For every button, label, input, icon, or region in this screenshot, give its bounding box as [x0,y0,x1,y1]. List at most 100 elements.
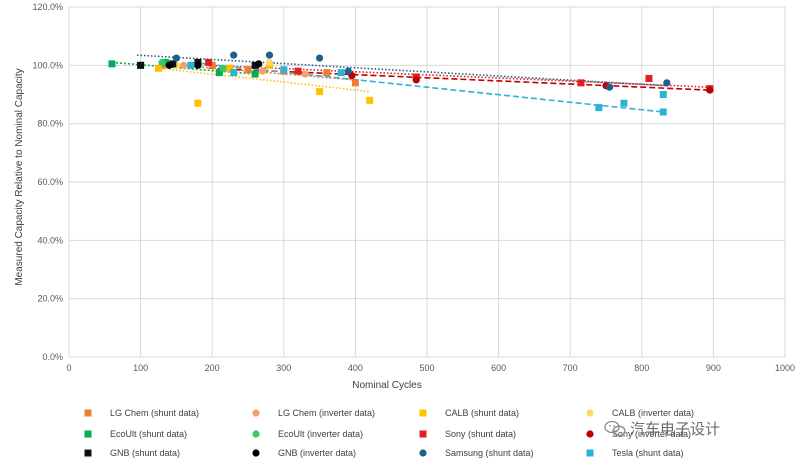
data-point [412,76,420,84]
legend-label: Sony (shunt data) [445,429,516,439]
x-tick-label: 600 [491,363,506,373]
data-point [659,91,667,98]
data-point [605,83,614,91]
legend-marker [84,430,92,438]
data-point [226,64,234,72]
y-tick-label: 0.0% [42,352,63,362]
legend-label: Tesla (shunt data) [612,448,684,458]
trendline [190,61,664,113]
legend-marker [419,430,427,438]
data-point [215,69,223,77]
trendline [158,67,370,93]
data-point [316,54,324,62]
legend-label: EcoUlt (shunt data) [110,429,187,439]
data-point [280,66,288,74]
legend-marker [586,449,594,457]
legend-label: Samsung (shunt data) [445,448,534,458]
legend-marker [586,430,594,438]
y-tick-label: 20.0% [37,294,63,304]
y-tick-label: 120.0% [32,2,63,12]
x-tick-label: 700 [563,363,578,373]
data-point [251,70,259,78]
x-tick-label: 800 [634,363,649,373]
data-point [351,79,359,87]
y-tick-label: 40.0% [37,235,63,245]
data-point [205,58,213,66]
data-point [194,99,202,107]
legend-marker [84,409,92,417]
data-point [706,86,714,94]
legend-marker [252,409,260,417]
legend-marker [84,449,92,457]
trendline [208,67,710,91]
legend-label: LG Chem (shunt data) [110,408,199,418]
watermark: 汽车电子设计 [604,418,720,439]
data-point [659,108,667,116]
data-point [595,104,603,112]
x-tick-labels: 0 100 200 300 400 500 600 700 800 900 1000 [66,363,795,373]
data-point [255,60,263,68]
data-point [208,61,216,69]
data-points [108,51,714,116]
legend-marker [586,409,594,417]
y-tick-label: 80.0% [37,119,63,129]
data-point [301,70,309,78]
y-tick-label: 60.0% [37,177,63,187]
data-point [194,61,202,69]
wechat-icon [604,420,626,436]
x-tick-label: 0 [66,363,71,373]
legend-label: GNB (inverter data) [278,448,356,458]
data-point [219,64,227,72]
data-point [316,88,324,96]
legend-label: GNB (shunt data) [110,448,180,458]
legend-label: LG Chem (inverter data) [278,408,375,418]
trendline [162,63,356,81]
data-point [323,69,331,77]
x-tick-label: 100 [133,363,148,373]
legend-marker [252,430,260,438]
y-tick-label: 100.0% [32,60,63,70]
data-point [108,60,116,68]
data-point [258,67,266,75]
data-point [155,64,162,72]
data-point [251,61,259,69]
legend-marker [419,409,427,417]
trendlines [111,54,710,113]
gridlines [68,6,786,358]
data-point [265,51,274,59]
data-point [179,61,188,69]
legend-label: CALB (shunt data) [445,408,519,418]
y-tick-labels: 0.0% 20.0% 40.0% 60.0% 80.0% 100.0% 120.0% [32,2,63,362]
data-point [366,96,374,104]
legend-marker [419,449,427,457]
legend-marker [252,449,260,457]
data-point [187,61,195,69]
legend-label: CALB (inverter data) [612,408,694,418]
legend-label: Sony (inverter data) [612,429,691,439]
x-tick-label: 200 [205,363,220,373]
data-point [294,67,302,75]
data-point [169,60,177,68]
data-point [645,74,653,82]
x-tick-label: 500 [419,363,434,373]
data-point [265,58,274,67]
data-point [337,69,345,77]
data-point [663,79,671,87]
x-tick-label: 400 [348,363,363,373]
watermark-text: 汽车电子设计 [630,420,721,438]
x-tick-label: 900 [706,363,721,373]
data-point [577,79,585,87]
y-axis-title: Measured Capacity Relative to Nominal Ca… [14,68,25,285]
legend-label: EcoUlt (inverter data) [278,429,363,439]
x-axis-title: Nominal Cycles [352,380,421,391]
x-tick-label: 1000 [775,363,795,373]
data-point [172,54,180,62]
data-point [620,99,628,107]
legend: LG Chem (shunt data) LG Chem (inverter da… [84,408,694,458]
data-point [158,58,166,67]
data-point [230,69,238,77]
data-point [230,51,238,59]
data-point [137,61,145,69]
data-point [244,66,252,74]
